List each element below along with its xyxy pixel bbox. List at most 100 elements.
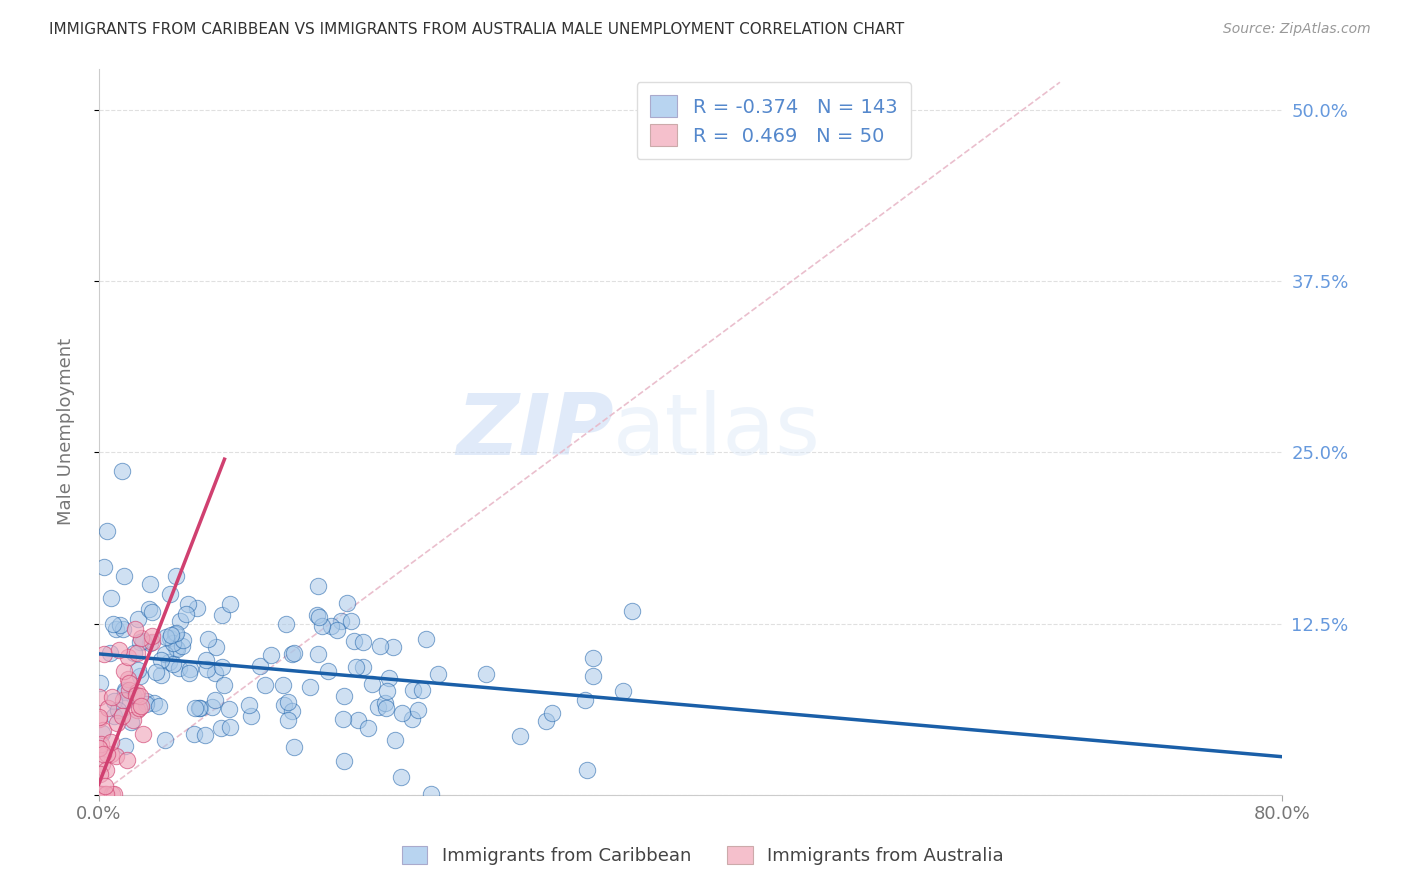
Point <box>311 619 333 633</box>
Point <box>353 635 375 649</box>
Point <box>316 664 339 678</box>
Point <box>128 635 150 649</box>
Point <box>307 607 329 622</box>
Point <box>90 726 112 740</box>
Point <box>128 690 150 704</box>
Point <box>197 632 219 646</box>
Point <box>100 747 122 761</box>
Point <box>239 709 262 723</box>
Point <box>150 653 173 667</box>
Point <box>118 676 141 690</box>
Point <box>157 655 180 669</box>
Point <box>112 664 135 678</box>
Point <box>94 787 117 801</box>
Point <box>367 699 389 714</box>
Point <box>620 604 643 618</box>
Point <box>391 706 413 720</box>
Point <box>582 669 605 683</box>
Point <box>330 614 353 628</box>
Point <box>346 660 368 674</box>
Point <box>401 683 423 698</box>
Point <box>536 714 558 729</box>
Point <box>575 764 598 778</box>
Point <box>132 727 155 741</box>
Point <box>129 699 152 714</box>
Point <box>281 704 304 718</box>
Point <box>340 615 363 629</box>
Point <box>415 632 437 646</box>
Point <box>155 733 177 747</box>
Point <box>166 641 188 656</box>
Point <box>411 683 433 698</box>
Point <box>105 716 128 731</box>
Point <box>299 680 322 694</box>
Point <box>384 732 406 747</box>
Point <box>325 624 347 638</box>
Point <box>420 787 443 801</box>
Point <box>87 713 110 727</box>
Point <box>474 667 496 681</box>
Point <box>274 616 297 631</box>
Point <box>195 662 218 676</box>
Point <box>155 630 177 644</box>
Point <box>125 688 148 702</box>
Legend: R = -0.374   N = 143, R =  0.469   N = 50: R = -0.374 N = 143, R = 0.469 N = 50 <box>637 82 911 160</box>
Point <box>127 612 149 626</box>
Text: Source: ZipAtlas.com: Source: ZipAtlas.com <box>1223 22 1371 37</box>
Point <box>125 646 148 660</box>
Point <box>332 690 354 704</box>
Point <box>91 723 114 738</box>
Point <box>108 642 131 657</box>
Point <box>201 700 224 714</box>
Point <box>209 721 232 735</box>
Point <box>118 683 141 698</box>
Point <box>361 677 384 691</box>
Point <box>170 639 193 653</box>
Point <box>377 671 399 685</box>
Point <box>179 661 201 675</box>
Point <box>211 608 233 623</box>
Point <box>112 623 135 637</box>
Point <box>352 660 374 674</box>
Point <box>169 614 191 628</box>
Point <box>87 740 110 755</box>
Point <box>612 684 634 698</box>
Point <box>124 622 146 636</box>
Point <box>100 591 122 605</box>
Point <box>509 729 531 743</box>
Point <box>319 619 342 633</box>
Point <box>145 665 167 679</box>
Point <box>89 787 111 801</box>
Point <box>91 787 114 801</box>
Point <box>211 659 233 673</box>
Point <box>103 694 125 708</box>
Point <box>103 787 125 801</box>
Point <box>333 754 356 768</box>
Point <box>159 587 181 601</box>
Point <box>308 647 330 661</box>
Point <box>172 633 194 648</box>
Point <box>90 737 112 751</box>
Point <box>307 579 329 593</box>
Point <box>186 600 208 615</box>
Point <box>93 648 115 662</box>
Point <box>375 683 398 698</box>
Point <box>195 653 218 667</box>
Point <box>343 634 366 648</box>
Point <box>187 700 209 714</box>
Point <box>174 607 197 621</box>
Y-axis label: Male Unemployment: Male Unemployment <box>58 338 75 525</box>
Point <box>177 665 200 680</box>
Point <box>96 524 118 539</box>
Point <box>94 787 117 801</box>
Point <box>107 703 129 717</box>
Point <box>138 601 160 615</box>
Point <box>96 747 118 761</box>
Point <box>114 739 136 753</box>
Text: atlas: atlas <box>613 391 821 474</box>
Point <box>105 622 128 636</box>
Point <box>97 701 120 715</box>
Point <box>112 693 135 707</box>
Point <box>218 702 240 716</box>
Point <box>128 701 150 715</box>
